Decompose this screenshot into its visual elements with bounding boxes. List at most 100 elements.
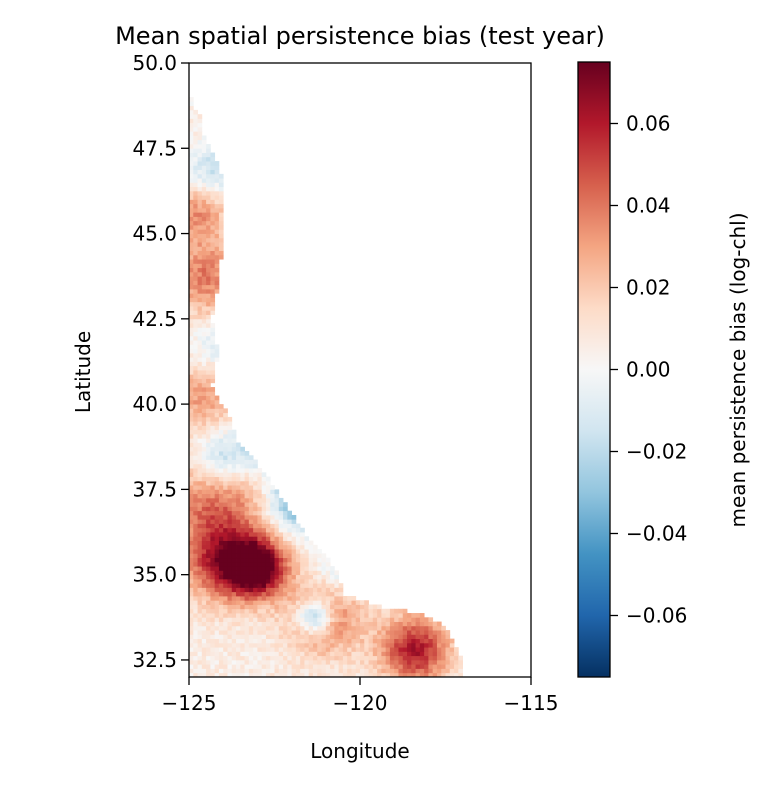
heat-cell bbox=[253, 519, 258, 524]
heat-cell bbox=[257, 651, 263, 657]
heat-cell bbox=[189, 578, 194, 584]
heat-cell bbox=[214, 655, 220, 661]
heat-cell bbox=[206, 220, 211, 226]
heat-cell bbox=[287, 604, 292, 610]
heat-cell bbox=[325, 625, 331, 631]
heat-cell bbox=[265, 604, 271, 610]
heat-cell bbox=[278, 608, 284, 614]
heat-cell bbox=[389, 659, 395, 665]
heat-cell bbox=[197, 664, 203, 669]
heat-cell bbox=[218, 493, 224, 499]
heat-cell bbox=[189, 331, 194, 337]
heat-cell bbox=[210, 310, 216, 315]
heat-cell bbox=[300, 583, 305, 588]
y-tick-label: 40.0 bbox=[132, 392, 177, 416]
heat-cell bbox=[206, 638, 211, 644]
heat-cell bbox=[291, 591, 297, 597]
heat-cell bbox=[218, 497, 224, 503]
heat-cell bbox=[325, 664, 331, 669]
heat-cell bbox=[278, 578, 284, 584]
heat-cell bbox=[206, 165, 211, 170]
heat-cell bbox=[227, 566, 233, 571]
heat-cell bbox=[368, 647, 374, 652]
heat-cell bbox=[240, 604, 245, 610]
heat-cell bbox=[223, 591, 228, 597]
heat-cell bbox=[210, 608, 216, 614]
heat-cell bbox=[372, 651, 378, 657]
heat-cell bbox=[193, 595, 198, 601]
heat-cell bbox=[236, 442, 241, 448]
heat-cell bbox=[210, 399, 216, 405]
heat-cell bbox=[193, 122, 198, 128]
heat-cell bbox=[214, 267, 220, 273]
heat-cell bbox=[347, 600, 352, 605]
heat-cell bbox=[291, 604, 297, 610]
heat-cell bbox=[295, 630, 301, 635]
heat-cell bbox=[193, 344, 198, 350]
heat-cell bbox=[193, 493, 198, 499]
heat-cell bbox=[201, 463, 207, 469]
heat-cell bbox=[189, 463, 194, 469]
heat-cell bbox=[274, 630, 280, 635]
heat-cell bbox=[351, 634, 357, 640]
heat-cell bbox=[304, 540, 310, 546]
heat-cell bbox=[236, 493, 241, 499]
heat-cell bbox=[214, 344, 220, 350]
heat-cell bbox=[193, 659, 198, 665]
heat-cell bbox=[248, 604, 254, 610]
heat-cell bbox=[244, 625, 250, 631]
heat-cell bbox=[197, 374, 203, 379]
heat-cell bbox=[201, 553, 207, 559]
heat-cell bbox=[265, 583, 271, 588]
heat-cell bbox=[325, 557, 331, 563]
heat-cell bbox=[236, 570, 241, 576]
heat-cell bbox=[189, 647, 194, 652]
heat-cell bbox=[291, 527, 297, 533]
heat-cell bbox=[197, 118, 203, 124]
heat-cell bbox=[210, 519, 216, 524]
colorbar-label: mean persistence bias (log-chl) bbox=[726, 213, 750, 528]
heat-cell bbox=[308, 617, 314, 622]
heat-cell bbox=[257, 574, 263, 580]
heat-cell bbox=[218, 583, 224, 588]
heat-cell bbox=[351, 604, 357, 610]
heat-cell bbox=[253, 570, 258, 576]
heat-cell bbox=[389, 668, 395, 674]
heat-cell bbox=[364, 634, 369, 640]
heat-cell bbox=[342, 613, 348, 618]
heat-cell bbox=[214, 438, 220, 443]
heat-cell bbox=[317, 621, 322, 627]
heat-cell bbox=[189, 625, 194, 631]
heat-cell bbox=[189, 493, 194, 499]
heat-cell bbox=[206, 254, 211, 260]
heat-cell bbox=[278, 668, 284, 674]
heat-cell bbox=[189, 630, 194, 635]
heat-cell bbox=[244, 557, 250, 563]
heat-cell bbox=[257, 604, 263, 610]
heat-cell bbox=[321, 613, 327, 618]
heat-cell bbox=[428, 672, 434, 678]
heat-cell bbox=[265, 527, 271, 533]
heat-cell bbox=[210, 237, 216, 243]
heat-cell bbox=[218, 233, 224, 239]
heat-cell bbox=[364, 604, 369, 610]
heat-cell bbox=[206, 263, 211, 269]
heat-cell bbox=[295, 604, 301, 610]
heat-cell bbox=[201, 549, 207, 554]
heat-cell bbox=[428, 617, 434, 622]
heat-cell bbox=[206, 642, 211, 648]
heat-cell bbox=[244, 459, 250, 465]
heat-cell bbox=[347, 659, 352, 665]
heat-cell bbox=[338, 613, 344, 618]
heat-cell bbox=[411, 651, 416, 657]
heat-cell bbox=[278, 532, 284, 537]
heat-cell bbox=[223, 463, 228, 469]
heat-cell bbox=[201, 566, 207, 571]
heat-cell bbox=[394, 638, 399, 644]
heat-cell bbox=[377, 668, 382, 674]
heat-cell bbox=[210, 625, 216, 631]
heat-cell bbox=[223, 493, 228, 499]
heat-cell bbox=[372, 638, 378, 644]
heat-cell bbox=[189, 668, 194, 674]
